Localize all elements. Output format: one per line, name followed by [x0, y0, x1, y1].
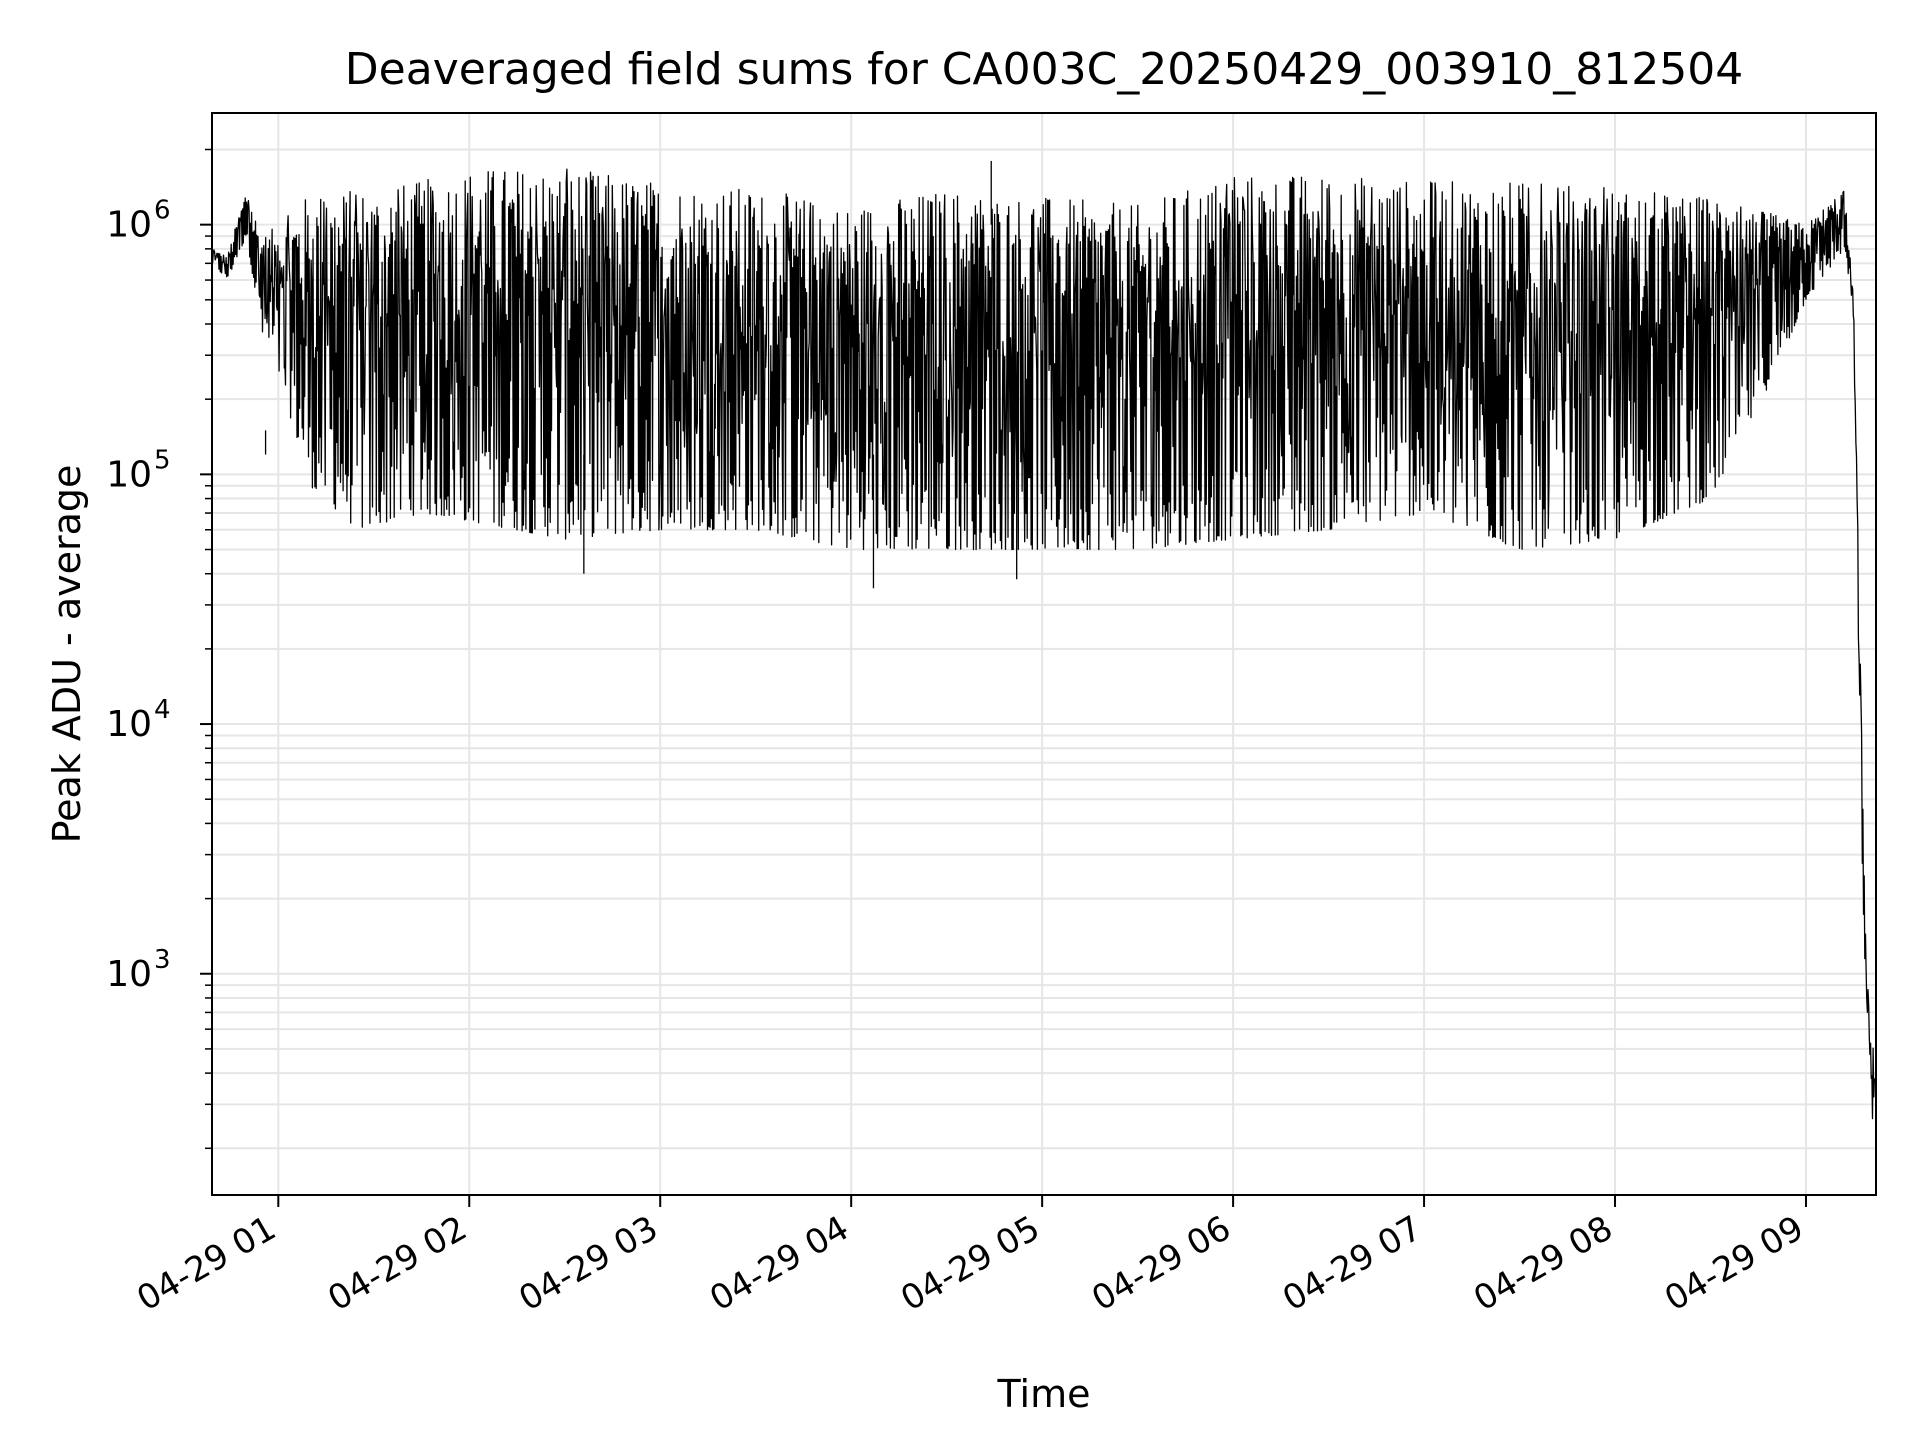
y-axis-label: Peak ADU - average: [45, 465, 89, 844]
y-tick-label: 10: [106, 205, 152, 246]
y-tick-label: 10: [106, 704, 152, 745]
x-axis-label: Time: [997, 1372, 1091, 1416]
y-tick-base: 10: [106, 205, 152, 246]
y-tick-exponent: 5: [154, 445, 171, 475]
y-tick-exponent: 3: [154, 945, 171, 975]
y-tick-base: 10: [106, 704, 152, 745]
y-tick-label: 10: [106, 954, 152, 995]
chart-title: Deaveraged field sums for CA003C_2025042…: [345, 44, 1743, 95]
series-layer: [211, 160, 1876, 1120]
series-line: [211, 168, 1876, 1120]
plot-frame: [211, 112, 1877, 1196]
y-tick-label: 10: [106, 454, 152, 495]
y-tick-exponent: 6: [154, 196, 171, 226]
y-tick-base: 10: [106, 454, 152, 495]
y-tick-exponent: 4: [154, 695, 171, 725]
y-tick-base: 10: [106, 954, 152, 995]
